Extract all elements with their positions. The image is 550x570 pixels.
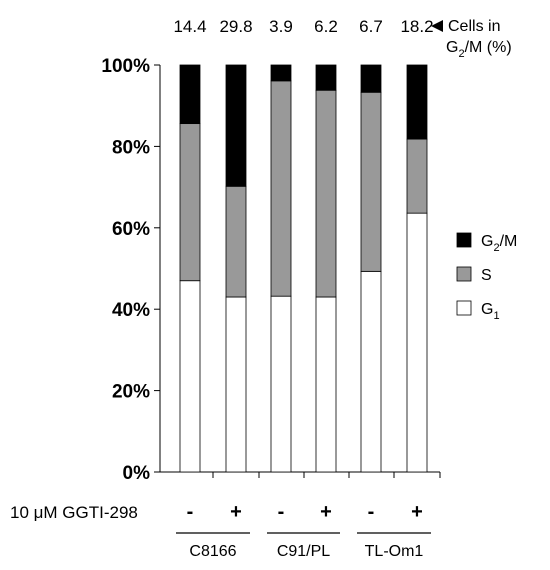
bar-segment-g1-2 — [270, 295, 292, 473]
treatment-sign-0: - — [187, 501, 194, 523]
bar-segment-g2m-5 — [406, 64, 428, 140]
treatment-sign-5: + — [411, 501, 423, 523]
bar-segment-g2m-4 — [360, 64, 382, 93]
y-tick-label: 20% — [112, 382, 150, 403]
bar-segment-g2m-0 — [179, 64, 201, 125]
top-value-1: 29.8 — [219, 17, 252, 36]
treatment-sign-2: - — [278, 501, 285, 523]
group-label-1: C91/PL — [277, 543, 330, 560]
annotation-line-1: Cells in — [448, 18, 500, 35]
bar-segment-g2m-3 — [315, 64, 337, 91]
legend-label-s: S — [481, 267, 492, 284]
legend-label-g2m: G2/M — [481, 233, 517, 254]
bars-group — [179, 64, 428, 473]
treatment-label: 10 μM GGTI-298 — [10, 503, 138, 522]
bar-segment-s-0 — [179, 123, 201, 282]
treatment-sign-4: - — [368, 501, 375, 523]
group-label-2: TL-Om1 — [365, 543, 424, 560]
bar-segment-s-2 — [270, 80, 292, 297]
top-value-2: 3.9 — [269, 17, 293, 36]
treatment-sign-1: + — [230, 501, 242, 523]
bar-segment-s-4 — [360, 91, 382, 272]
bar-segment-g2m-2 — [270, 64, 292, 82]
legend-swatch-s — [456, 266, 472, 282]
bar-segment-g1-1 — [225, 296, 247, 473]
legend-label-g1: G1 — [481, 301, 500, 322]
bar-segment-g1-3 — [315, 296, 337, 473]
y-tick-label: 100% — [101, 56, 150, 77]
bar-segment-g1-4 — [360, 270, 382, 473]
y-tick-label: 80% — [112, 137, 150, 158]
annotation-line-2: G2/M (%) — [446, 39, 512, 60]
top-values-group: 14.4 29.8 3.9 6.2 6.7 18.2 — [173, 17, 433, 36]
bar-segment-g1-5 — [406, 212, 428, 473]
bar-segment-s-5 — [406, 138, 428, 214]
group-labels: C8166 C91/PL TL-Om1 — [176, 532, 431, 560]
top-value-0: 14.4 — [173, 17, 206, 36]
group-label-0: C8166 — [189, 543, 236, 560]
annotation-arrow-icon — [431, 20, 443, 32]
top-value-5: 18.2 — [400, 17, 433, 36]
legend: G2/M S G1 — [456, 232, 517, 322]
top-value-3: 6.2 — [314, 17, 338, 36]
y-tick-label: 0% — [123, 463, 151, 484]
bar-segment-g1-0 — [179, 280, 201, 473]
treatment-signs: - + - + - + — [187, 501, 423, 523]
bar-segment-s-3 — [315, 89, 337, 298]
y-axis: 0% 20% 40% 60% 80% 100% — [101, 56, 441, 484]
top-value-4: 6.7 — [359, 17, 383, 36]
g2m-annotation: Cells in G2/M (%) — [431, 18, 512, 60]
bar-segment-g2m-1 — [225, 64, 247, 187]
bar-segment-s-1 — [225, 185, 247, 298]
y-tick-label: 40% — [112, 300, 150, 321]
treatment-sign-3: + — [320, 501, 332, 523]
legend-swatch-g2m — [456, 232, 472, 248]
y-tick-label: 60% — [112, 219, 150, 240]
legend-swatch-g1 — [456, 300, 472, 316]
